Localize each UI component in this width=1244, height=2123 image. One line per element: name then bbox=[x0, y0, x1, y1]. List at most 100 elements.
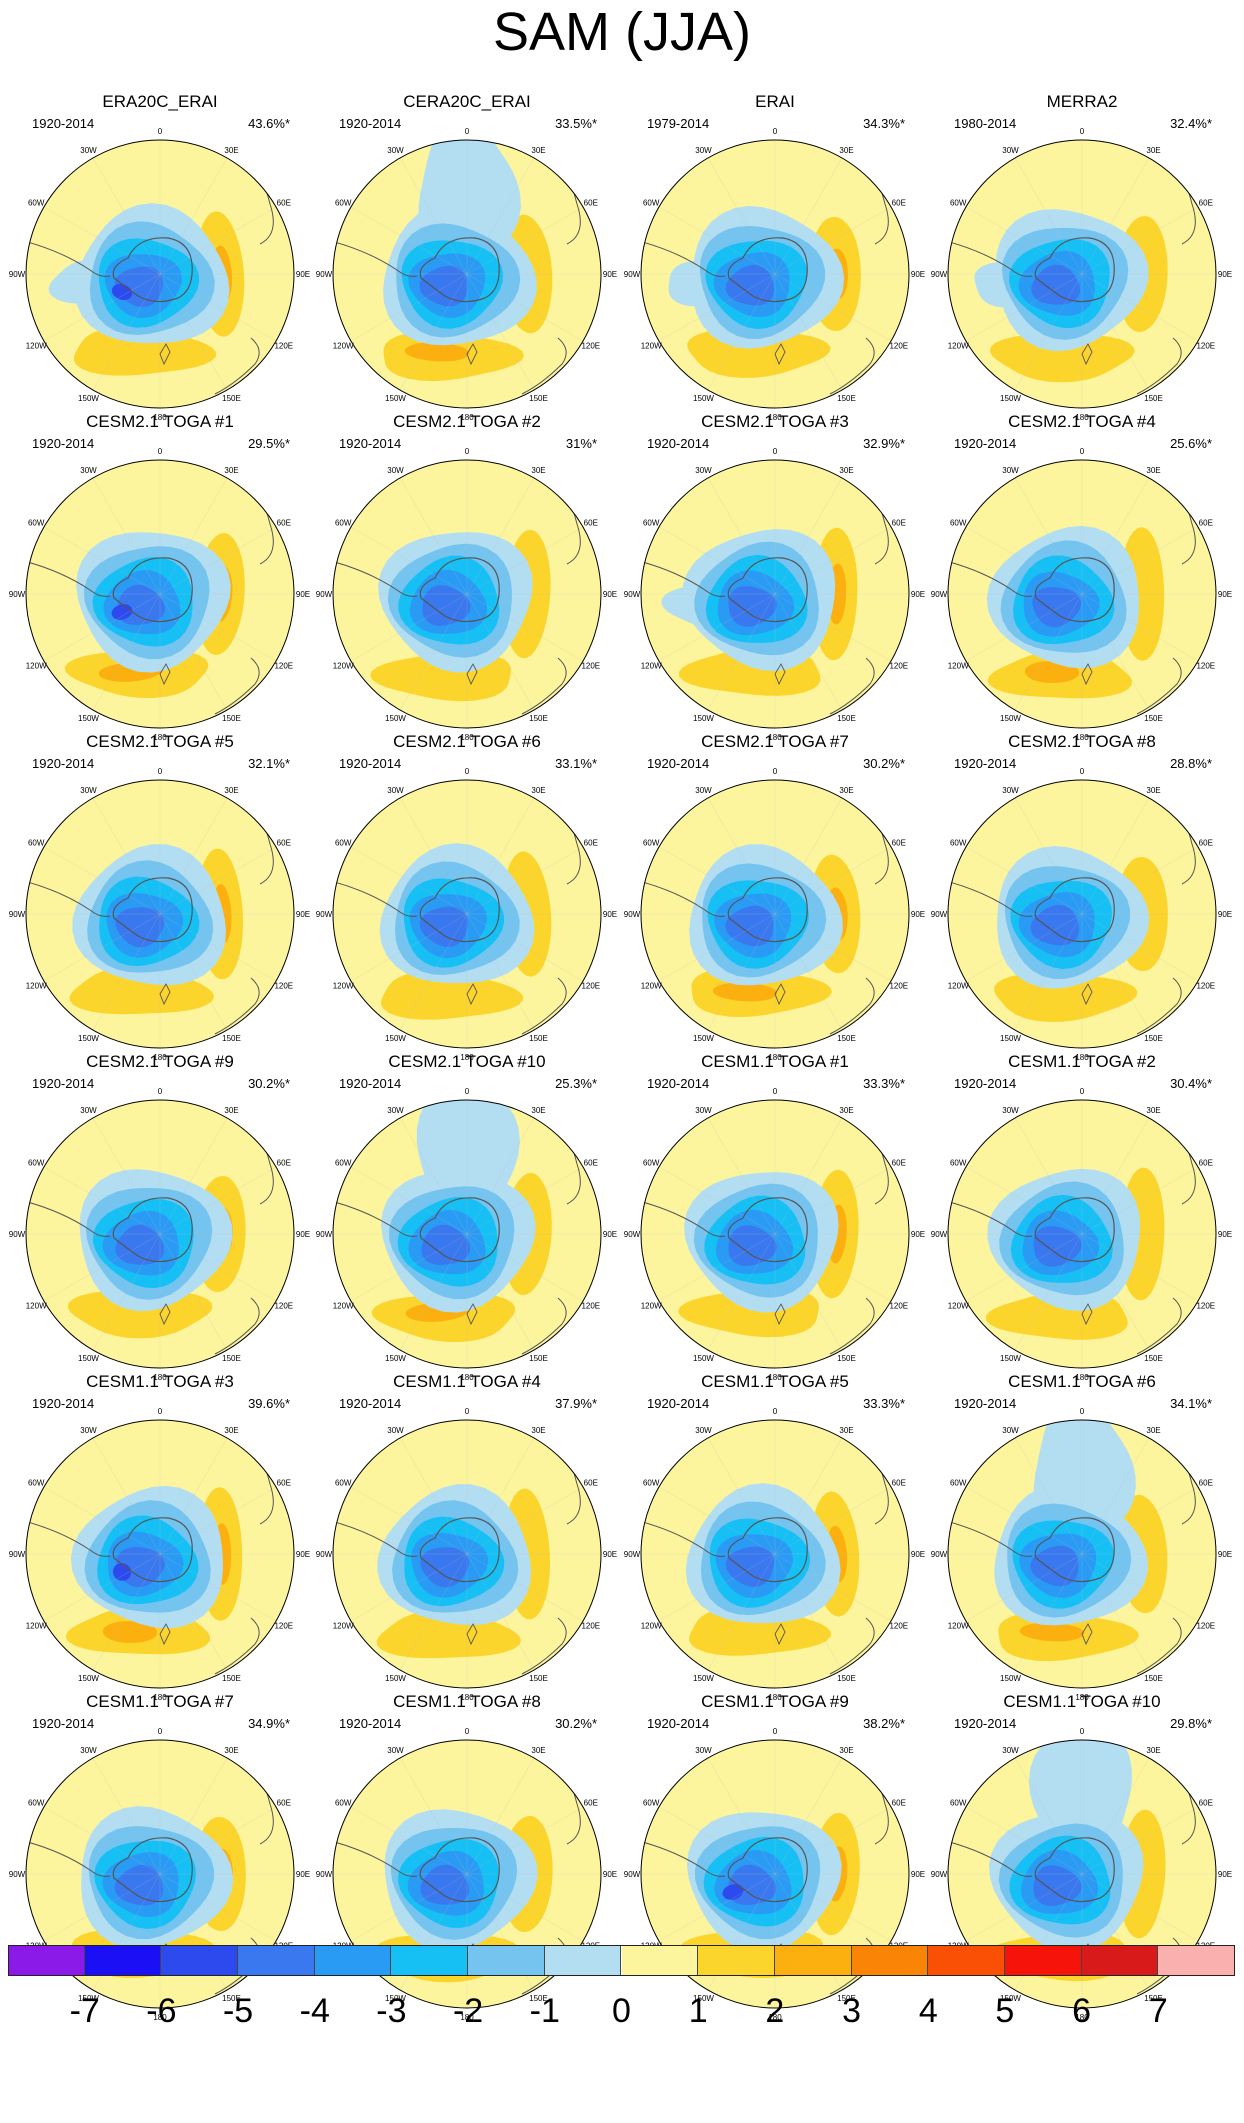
longitude-label: 90E bbox=[296, 590, 310, 599]
polar-map: 0 30E 60E 90E 120E 150E 180 150W 120W 90W 60W 30W bbox=[9, 127, 310, 422]
longitude-label: 0 bbox=[773, 1727, 778, 1736]
longitude-label: 150E bbox=[1144, 714, 1163, 723]
panel-variance-percent: 39.6%* bbox=[248, 1396, 290, 1411]
figure-title: SAM (JJA) bbox=[492, 2, 751, 62]
panel-title: ERAI bbox=[755, 92, 795, 111]
longitude-label: 30W bbox=[387, 786, 404, 795]
panel-period: 1920-2014 bbox=[954, 1396, 1017, 1411]
panel-variance-percent: 33.1%* bbox=[555, 756, 597, 771]
polar-map: 0 30E 60E 90E 120E 150E 180 150W 120W 90W 60W 30W bbox=[316, 767, 617, 1062]
panel-variance-percent: 30.4%* bbox=[1170, 1076, 1212, 1091]
longitude-label: 0 bbox=[1080, 1407, 1085, 1416]
longitude-label: 90E bbox=[1218, 1870, 1232, 1879]
colorbar-tick-label: 5 bbox=[995, 1992, 1015, 2030]
longitude-label: 150W bbox=[1000, 1994, 1021, 2003]
longitude-label: 90W bbox=[9, 1870, 26, 1879]
longitude-label: 0 bbox=[465, 447, 470, 456]
polar-map: 0 30E 60E 90E 120E 150E 180 150W 120W 90W 60W 30W bbox=[624, 127, 925, 422]
panel-variance-percent: 33.3%* bbox=[863, 1076, 905, 1091]
map-panel: 0 30E 60E 90E 120E 150E 180 150W 120W 90W 60W 30W CE… bbox=[624, 732, 925, 1062]
panel-title: CESM1.1 TOGA #8 bbox=[393, 1692, 541, 1711]
longitude-label: 90W bbox=[9, 270, 26, 279]
longitude-label: 30E bbox=[839, 1106, 853, 1115]
longitude-label: 30E bbox=[839, 786, 853, 795]
panel-title: CESM2.1 TOGA #4 bbox=[1008, 412, 1156, 431]
longitude-label: 60E bbox=[277, 199, 291, 208]
panel-title: CESM2.1 TOGA #5 bbox=[86, 732, 234, 751]
longitude-label: 120E bbox=[581, 1302, 600, 1311]
polar-map: 0 30E 60E 90E 120E 150E 180 150W 120W 90W 60W 30W bbox=[931, 127, 1232, 422]
longitude-label: 120E bbox=[581, 342, 600, 351]
panel-variance-percent: 33.5%* bbox=[555, 116, 597, 131]
colorbar-swatch bbox=[621, 1945, 699, 1976]
longitude-label: 60W bbox=[643, 839, 660, 848]
longitude-label: 90W bbox=[931, 1550, 948, 1559]
longitude-label: 60W bbox=[28, 1799, 45, 1808]
longitude-label: 150W bbox=[78, 1674, 99, 1683]
longitude-label: 180 bbox=[1075, 413, 1089, 422]
longitude-label: 120W bbox=[641, 1622, 662, 1631]
map-panel: 0 30E 60E 90E 120E 150E 180 150W 120W 90W 60W 30W CE… bbox=[931, 1372, 1232, 1702]
longitude-label: 120E bbox=[274, 342, 293, 351]
longitude-label: 30E bbox=[1146, 786, 1160, 795]
colorbar-tick-label: 4 bbox=[918, 1992, 938, 2030]
map-panel: 0 30E 60E 90E 120E 150E 180 150W 120W 90W 60W 30W CE… bbox=[316, 732, 617, 1062]
longitude-label: 90W bbox=[624, 590, 641, 599]
longitude-label: 30W bbox=[80, 786, 97, 795]
longitude-label: 30W bbox=[387, 1426, 404, 1435]
longitude-label: 60W bbox=[28, 519, 45, 528]
map-panel: 0 30E 60E 90E 120E 150E 180 150W 120W 90W 60W 30W ER… bbox=[9, 92, 310, 422]
longitude-label: 150E bbox=[222, 1674, 241, 1683]
longitude-label: 0 bbox=[465, 1407, 470, 1416]
panel-period: 1920-2014 bbox=[954, 1076, 1017, 1091]
panel-period: 1920-2014 bbox=[32, 1076, 95, 1091]
longitude-label: 120W bbox=[641, 342, 662, 351]
longitude-label: 150E bbox=[837, 1994, 856, 2003]
colorbar-tick-label: -2 bbox=[452, 1992, 484, 2030]
longitude-label: 0 bbox=[465, 767, 470, 776]
longitude-label: 150E bbox=[222, 714, 241, 723]
longitude-label: 30E bbox=[531, 146, 545, 155]
panel-period: 1920-2014 bbox=[954, 1716, 1017, 1731]
longitude-label: 30E bbox=[1146, 146, 1160, 155]
longitude-label: 60E bbox=[584, 1159, 598, 1168]
longitude-label: 60W bbox=[335, 1479, 352, 1488]
longitude-label: 90E bbox=[911, 1230, 925, 1239]
longitude-label: 30E bbox=[531, 1106, 545, 1115]
longitude-label: 60E bbox=[892, 839, 906, 848]
panel-period: 1979-2014 bbox=[647, 116, 710, 131]
colorbar-swatch bbox=[1004, 1945, 1082, 1976]
panel-variance-percent: 29.5%* bbox=[248, 436, 290, 451]
panel-variance-percent: 30.2%* bbox=[863, 756, 905, 771]
longitude-label: 30W bbox=[695, 1426, 712, 1435]
longitude-label: 120W bbox=[641, 662, 662, 671]
longitude-label: 150E bbox=[529, 394, 548, 403]
longitude-label: 150W bbox=[385, 1994, 406, 2003]
longitude-label: 30W bbox=[1002, 146, 1019, 155]
longitude-label: 60E bbox=[277, 1159, 291, 1168]
map-panel: 0 30E 60E 90E 120E 150E 180 150W 120W 90W 60W 30W CE… bbox=[316, 412, 617, 742]
polar-map: 0 30E 60E 90E 120E 150E 180 150W 120W 90W 60W 30W bbox=[9, 1087, 310, 1382]
longitude-label: 60E bbox=[892, 199, 906, 208]
longitude-label: 120E bbox=[889, 982, 908, 991]
colorbar-swatch bbox=[391, 1945, 469, 1976]
longitude-label: 30E bbox=[1146, 1426, 1160, 1435]
longitude-label: 150E bbox=[222, 1034, 241, 1043]
longitude-label: 120E bbox=[889, 1622, 908, 1631]
longitude-label: 30W bbox=[80, 1106, 97, 1115]
longitude-label: 120E bbox=[581, 662, 600, 671]
longitude-label: 120E bbox=[274, 662, 293, 671]
panel-period: 1920-2014 bbox=[32, 116, 95, 131]
longitude-label: 120W bbox=[948, 982, 969, 991]
longitude-label: 150E bbox=[837, 1034, 856, 1043]
longitude-label: 150E bbox=[529, 1994, 548, 2003]
longitude-label: 0 bbox=[773, 1407, 778, 1416]
panel-variance-percent: 29.8%* bbox=[1170, 1716, 1212, 1731]
longitude-label: 90E bbox=[911, 1550, 925, 1559]
longitude-label: 30W bbox=[695, 1106, 712, 1115]
longitude-label: 90W bbox=[931, 1230, 948, 1239]
longitude-label: 150E bbox=[837, 1354, 856, 1363]
polar-map: 0 30E 60E 90E 120E 150E 180 150W 120W 90W 60W 30W bbox=[931, 767, 1232, 1062]
longitude-label: 0 bbox=[158, 1407, 163, 1416]
longitude-label: 90E bbox=[296, 270, 310, 279]
